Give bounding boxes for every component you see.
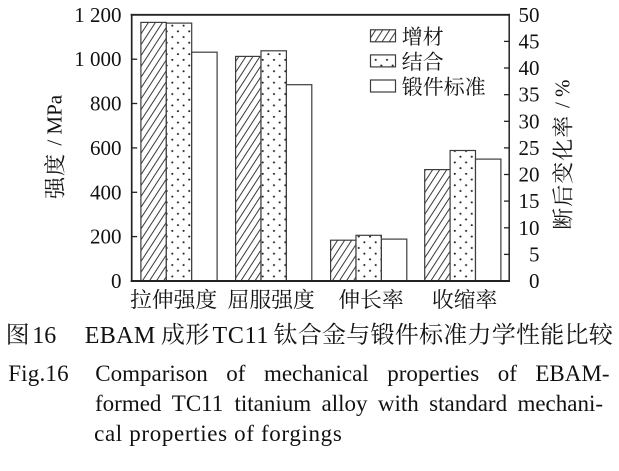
svg-text:15: 15 <box>519 189 540 213</box>
svg-text:standard: standard <box>429 391 507 416</box>
svg-text:/ MPa: / MPa <box>43 94 67 151</box>
svg-text:Comparison: Comparison <box>95 361 208 386</box>
svg-text:0: 0 <box>111 269 122 293</box>
svg-text:TC11: TC11 <box>213 323 270 349</box>
svg-text:EBAM: EBAM <box>85 323 156 349</box>
svg-text:/ %: / % <box>551 79 575 113</box>
svg-text:0: 0 <box>529 269 540 293</box>
svg-text:30: 30 <box>519 109 540 133</box>
svg-text:50: 50 <box>519 3 540 27</box>
svg-text:EBAM-: EBAM- <box>535 361 609 386</box>
svg-text:1 000: 1 000 <box>74 47 121 71</box>
svg-text:formed: formed <box>95 391 162 416</box>
svg-text:of: of <box>226 361 246 386</box>
svg-text:1 200: 1 200 <box>74 3 121 27</box>
svg-text:200: 200 <box>90 225 122 249</box>
svg-text:5: 5 <box>529 242 540 266</box>
svg-text:titanium: titanium <box>235 391 312 416</box>
svg-text:25: 25 <box>519 136 540 160</box>
svg-text:16: 16 <box>32 323 56 349</box>
svg-text:mechanical: mechanical <box>264 361 369 386</box>
svg-text:with: with <box>378 391 419 416</box>
svg-text:of: of <box>498 361 518 386</box>
svg-text:800: 800 <box>90 92 122 116</box>
svg-text:35: 35 <box>519 83 540 107</box>
svg-text:alloy: alloy <box>322 391 368 416</box>
svg-text:mechani-: mechani- <box>517 391 603 416</box>
svg-text:Fig.16: Fig.16 <box>8 361 69 386</box>
svg-text:400: 400 <box>90 180 122 204</box>
svg-text:TC11: TC11 <box>172 391 224 416</box>
svg-text:cal properties of forgings: cal properties of forgings <box>94 421 342 446</box>
svg-text:10: 10 <box>519 216 540 240</box>
svg-text:20: 20 <box>519 163 540 187</box>
svg-text:45: 45 <box>519 29 540 53</box>
svg-text:600: 600 <box>90 136 122 160</box>
svg-text:40: 40 <box>519 56 540 80</box>
svg-text:properties: properties <box>387 361 479 386</box>
